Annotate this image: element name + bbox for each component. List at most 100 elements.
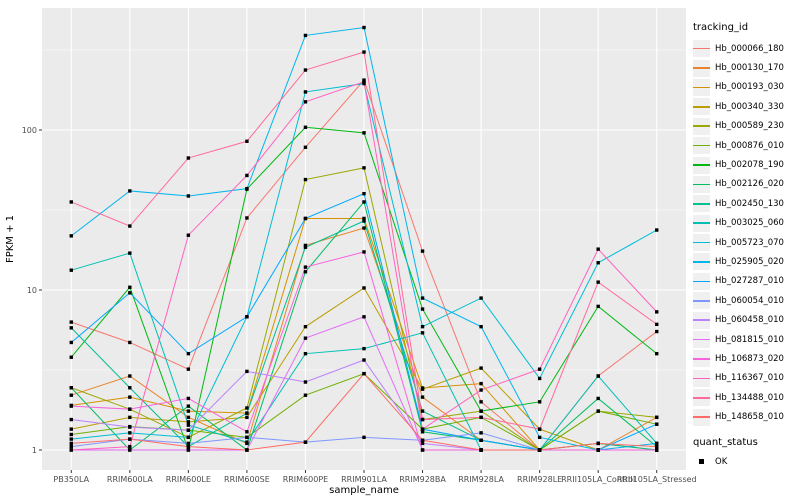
- data-point: [537, 376, 542, 381]
- data-point: [596, 280, 600, 284]
- legend-key-swatch: [693, 156, 710, 174]
- legend-key-swatch: [693, 234, 710, 252]
- quant-legend-item: OK: [693, 452, 799, 471]
- data-point: [479, 366, 483, 370]
- legend-line-icon: [693, 261, 710, 263]
- legend-key-swatch: [693, 175, 710, 193]
- data-point: [69, 427, 73, 431]
- data-point: [420, 387, 425, 391]
- x-tick-label: RRIM928BA: [399, 475, 446, 484]
- data-point: [303, 380, 308, 384]
- data-point: [303, 68, 308, 72]
- data-point: [186, 233, 191, 237]
- data-point: [479, 324, 483, 329]
- data-point: [69, 326, 73, 330]
- data-point: [596, 374, 600, 378]
- x-tick-label: RRIM928LE: [517, 475, 562, 484]
- quant-legend-items: OK: [693, 452, 799, 471]
- data-point: [420, 331, 425, 335]
- legend-item: Hb_106873_020: [693, 349, 799, 368]
- data-point: [303, 351, 308, 356]
- data-point: [128, 444, 132, 449]
- legend-line-icon: [693, 280, 710, 283]
- data-point: [186, 415, 191, 420]
- legend-line-icon: [693, 222, 710, 224]
- legend-line-icon: [693, 319, 710, 321]
- legend-item-label: Hb_060054_010: [715, 295, 784, 306]
- x-axis-title: sample_name: [329, 485, 399, 496]
- data-point: [303, 216, 308, 221]
- legend-title: tracking_id: [693, 22, 749, 33]
- legend-key-swatch: [693, 272, 710, 290]
- data-point: [420, 427, 425, 431]
- data-point: [655, 329, 659, 334]
- data-point: [362, 131, 366, 135]
- data-point: [479, 438, 483, 442]
- legend-item-label: Hb_000066_180: [715, 43, 784, 54]
- data-point: [420, 307, 425, 311]
- filled-square-icon: [699, 459, 704, 464]
- data-point: [186, 351, 191, 356]
- legend-line-icon: [693, 125, 710, 128]
- x-tick-label: RRIM600LA: [107, 475, 153, 484]
- legend-item-label: Hb_000130_170: [715, 63, 784, 74]
- legend-line-icon: [693, 144, 710, 147]
- legend-item: Hb_003025_060: [693, 214, 799, 233]
- quant-legend-title: quant_status: [693, 436, 758, 448]
- legend-item-label: Hb_060458_010: [715, 315, 784, 326]
- data-point: [655, 441, 659, 446]
- legend-item-label: Hb_002450_130: [715, 198, 784, 209]
- data-point: [362, 216, 366, 221]
- legend-item-label: Hb_116367_010: [715, 373, 784, 384]
- data-point: [245, 430, 249, 434]
- data-point: [128, 431, 132, 435]
- data-point: [128, 415, 132, 420]
- data-point: [303, 270, 308, 274]
- legend-key-swatch: [693, 369, 710, 387]
- data-point: [537, 448, 542, 452]
- legend-item-label: Hb_000193_030: [715, 82, 784, 93]
- legend-item-label: Hb_002126_020: [715, 179, 784, 190]
- data-point: [128, 291, 132, 295]
- legend-item: Hb_060458_010: [693, 310, 799, 329]
- data-point: [186, 156, 191, 160]
- data-point: [69, 417, 73, 422]
- legend-item-label: Hb_148658_010: [715, 412, 784, 423]
- legend-line-icon: [693, 377, 710, 380]
- legend-line-icon: [693, 299, 710, 302]
- data-point: [245, 448, 249, 452]
- legend-item: Hb_005723_070: [693, 233, 799, 252]
- quant-key-swatch: [693, 453, 710, 470]
- data-point: [362, 371, 366, 376]
- data-point: [303, 90, 308, 94]
- data-point: [537, 427, 542, 431]
- legend-item: Hb_002078_190: [693, 155, 799, 174]
- legend-item-label: Hb_003025_060: [715, 218, 784, 229]
- legend-key-swatch: [693, 117, 710, 135]
- data-point: [596, 247, 600, 251]
- legend-line-icon: [693, 358, 710, 360]
- data-point: [362, 166, 366, 170]
- data-point: [128, 189, 132, 193]
- legend-item: Hb_000876_010: [693, 136, 799, 155]
- data-point: [186, 441, 191, 446]
- data-point: [303, 100, 308, 104]
- data-point: [479, 415, 483, 420]
- data-point: [655, 422, 659, 426]
- data-point: [655, 351, 659, 356]
- data-point: [362, 80, 366, 84]
- data-point: [420, 395, 425, 399]
- data-point: [186, 448, 191, 452]
- data-point: [362, 191, 366, 196]
- data-point: [420, 249, 425, 253]
- legend-key-swatch: [693, 40, 710, 58]
- data-point: [186, 444, 191, 449]
- data-point: [186, 404, 191, 408]
- data-point: [420, 417, 425, 422]
- data-point: [69, 340, 73, 345]
- data-point: [655, 415, 659, 420]
- x-tick-label: RRIM901LA: [341, 475, 387, 484]
- data-point: [128, 407, 132, 411]
- data-point: [69, 355, 73, 359]
